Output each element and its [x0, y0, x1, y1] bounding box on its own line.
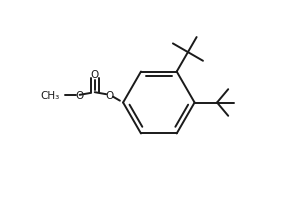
Text: CH₃: CH₃ [40, 90, 59, 100]
Text: O: O [76, 90, 84, 100]
Text: O: O [106, 90, 114, 100]
Text: O: O [91, 70, 99, 80]
